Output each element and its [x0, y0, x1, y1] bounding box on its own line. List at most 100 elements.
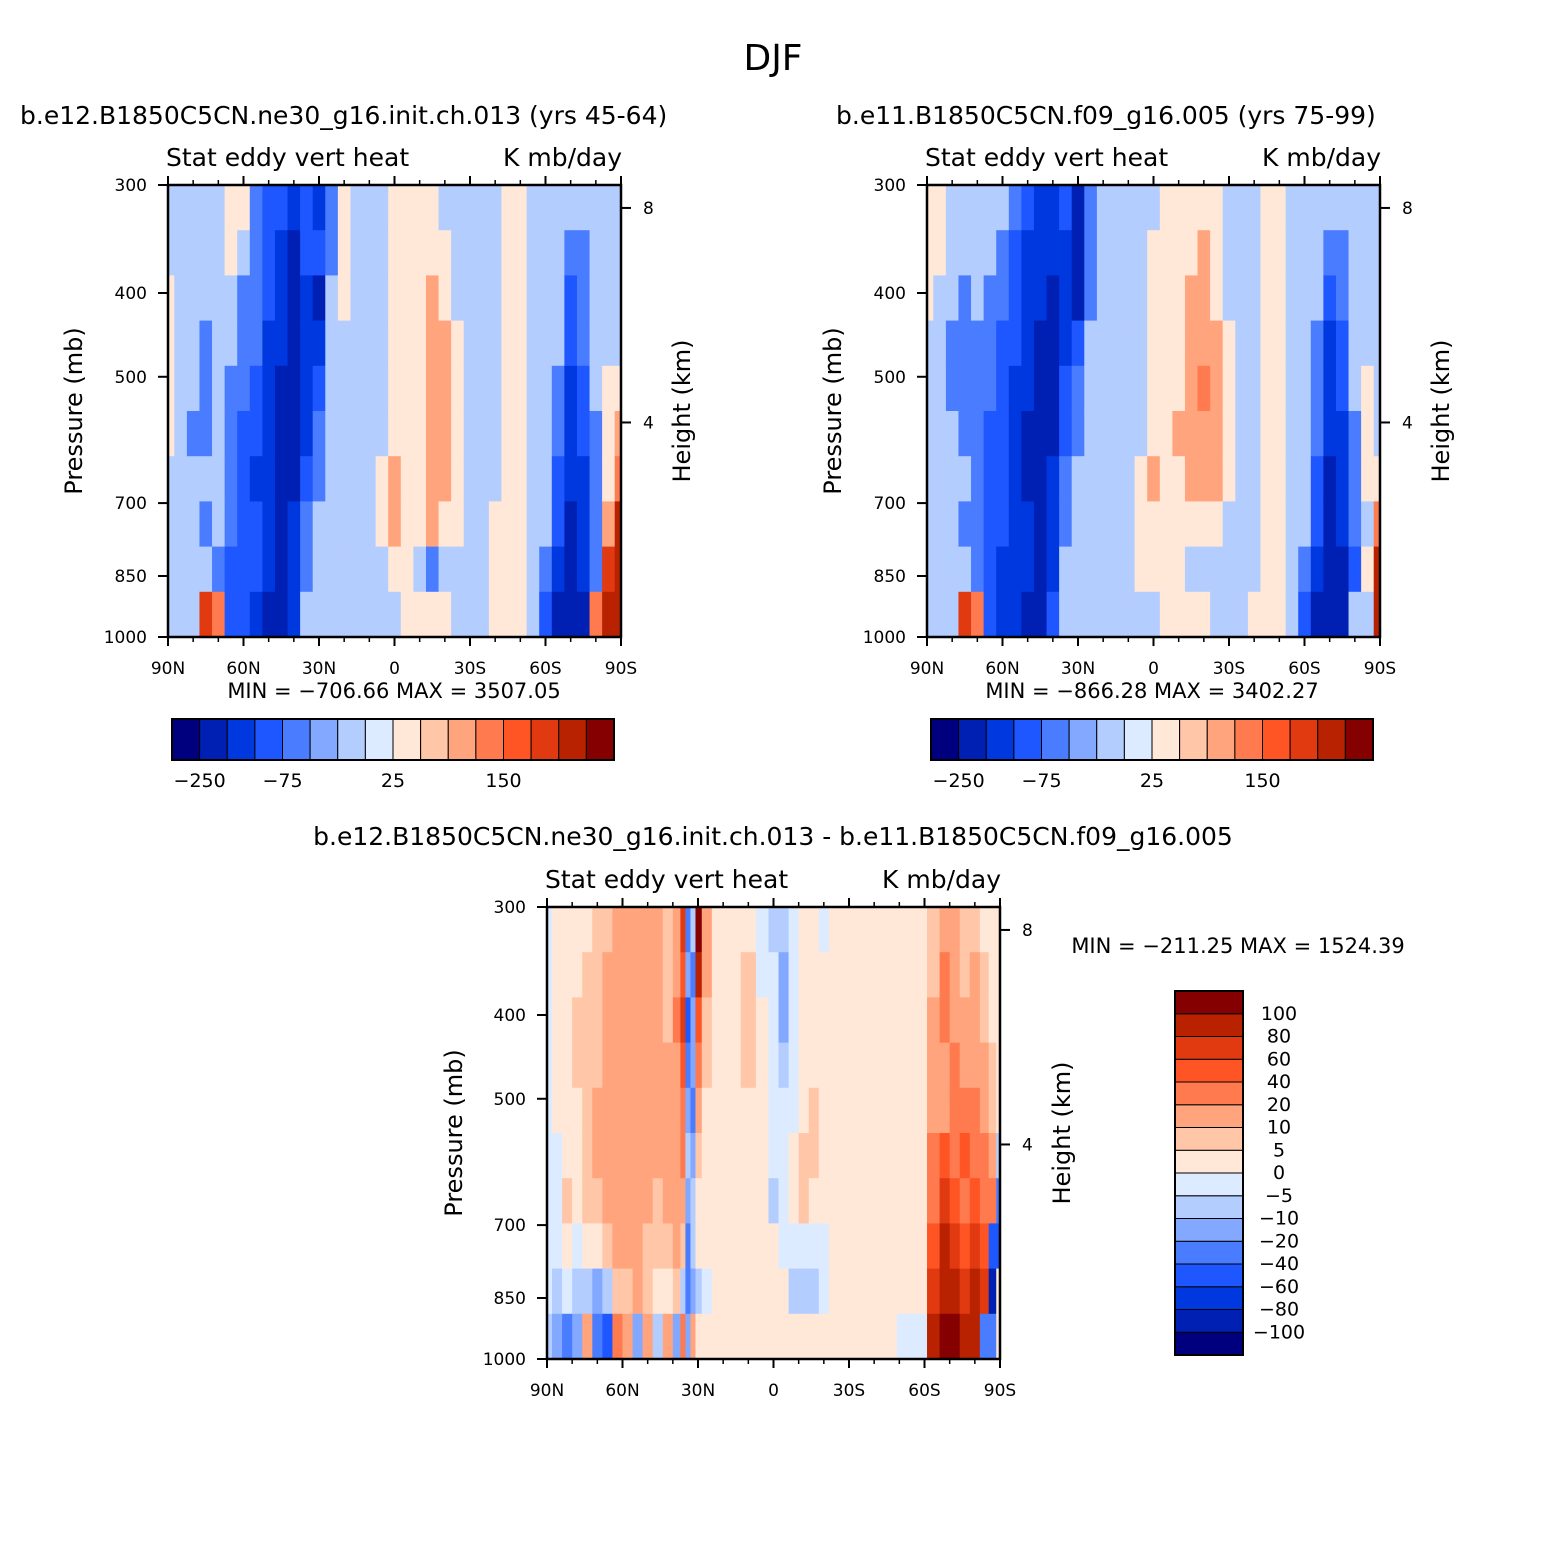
heatmap-cell: [413, 501, 427, 548]
heatmap-cell: [186, 230, 201, 276]
heatmap-cell: [672, 907, 681, 953]
heatmap-cell: [551, 320, 565, 367]
heatmap-cell: [212, 365, 226, 412]
heatmap-cell: [652, 1178, 664, 1224]
heatmap-cell: [798, 997, 810, 1044]
heatmap-cell: [652, 1268, 664, 1315]
heatmap-cell: [1235, 411, 1249, 457]
heatmap-cell: [325, 546, 339, 593]
heatmap-cell: [1361, 320, 1375, 367]
heatmap-cell: [592, 1087, 603, 1134]
heatmap-cell: [680, 1268, 687, 1315]
heatmap-cell: [788, 1133, 800, 1179]
heatmap-cell: [983, 275, 997, 322]
x-tick-label: 0: [768, 1381, 779, 1401]
heatmap-cell: [662, 997, 674, 1044]
heatmap-cell: [287, 320, 301, 367]
heatmap-cell: [642, 1133, 654, 1179]
heatmap-cell: [602, 1087, 614, 1134]
heatmap-cell: [1046, 411, 1060, 457]
heatmap-cell: [911, 1042, 928, 1089]
heatmap-cell: [325, 275, 339, 322]
heatmap-cell: [818, 1268, 830, 1315]
heatmap-cell: [463, 320, 477, 367]
heatmap-cell: [988, 1268, 997, 1315]
heatmap-cell: [979, 1313, 990, 1360]
heatmap-cell: [933, 591, 947, 638]
heatmap-cell: [778, 1133, 790, 1179]
heatmap-cell: [526, 411, 540, 457]
heatmap-cell: [363, 546, 377, 593]
colorbar-swatch: [1174, 990, 1244, 1015]
x-tick-label: 0: [389, 659, 400, 679]
heatmap-cell: [199, 411, 213, 457]
heatmap-cell: [896, 952, 913, 998]
heatmap-cell: [312, 320, 326, 367]
heatmap-cell: [1184, 456, 1199, 502]
heatmap-cell: [576, 185, 591, 231]
heatmap-cell: [612, 907, 624, 953]
heatmap-cell: [1222, 456, 1236, 502]
heatmap-cell: [725, 1042, 742, 1089]
heatmap-cell: [652, 997, 664, 1044]
x-tick-label: 60N: [605, 1381, 639, 1401]
heatmap-cell: [602, 456, 616, 502]
heatmap-cell: [551, 546, 565, 593]
heatmap-cell: [959, 1313, 971, 1360]
colorbar-label: 40: [1267, 1071, 1291, 1093]
y-tick-label: 1000: [863, 628, 906, 648]
heatmap-cell: [652, 1313, 664, 1360]
heatmap-cell: [1059, 230, 1073, 276]
heatmap-cell: [828, 907, 840, 953]
heatmap-cell: [1109, 320, 1123, 367]
heatmap-cell: [1310, 275, 1324, 322]
heatmap-cell: [896, 1268, 913, 1315]
heatmap-cell: [988, 1223, 997, 1270]
heatmap-cell: [933, 275, 947, 322]
heatmap-cell: [1285, 275, 1299, 322]
heatmap-cell: [413, 275, 427, 322]
heatmap-cell: [690, 1133, 697, 1179]
heatmap-cell: [337, 546, 352, 593]
heatmap-cell: [1046, 275, 1060, 322]
heatmap-cell: [755, 1087, 770, 1134]
heatmap-cell: [996, 952, 1001, 998]
heatmap-cell: [174, 185, 188, 231]
heatmap-cell: [1159, 185, 1173, 231]
heatmap-cell: [363, 501, 377, 548]
heatmap-cell: [1222, 230, 1236, 276]
heatmap-cell: [547, 1133, 553, 1179]
colorbar-swatch: [1317, 718, 1346, 761]
heatmap-cell: [1122, 411, 1136, 457]
heatmap-cell: [186, 591, 201, 638]
heatmap-cell: [1310, 230, 1324, 276]
colorbar-swatch: [1174, 1058, 1244, 1083]
heatmap-cell: [1361, 365, 1375, 412]
heatmap-cell: [695, 1087, 703, 1134]
heatmap-cell: [602, 1042, 614, 1089]
heatmap-cell: [652, 1042, 664, 1089]
heatmap-cell: [1134, 275, 1148, 322]
heatmap-cell: [337, 411, 352, 457]
heatmap-cell: [400, 546, 414, 593]
heatmap-cell: [969, 997, 981, 1044]
heatmap-cell: [186, 546, 201, 593]
heatmap-cell: [740, 1042, 757, 1089]
heatmap-cell: [1373, 501, 1381, 548]
heatmap-cell: [690, 1268, 697, 1315]
heatmap-cell: [168, 230, 175, 276]
heatmap-cell: [576, 501, 591, 548]
heatmap-cell: [959, 1133, 971, 1179]
heatmap-cell: [224, 591, 238, 638]
heatmap-cell: [725, 1268, 742, 1315]
heatmap-cell: [1335, 185, 1350, 231]
heatmap-cell: [927, 1042, 941, 1089]
heatmap-cell: [1373, 365, 1381, 412]
heatmap-cell: [808, 1042, 820, 1089]
heatmap-cell: [547, 1042, 553, 1089]
heatmap-cell: [798, 1313, 810, 1360]
heatmap-cell: [996, 320, 1010, 367]
heatmap-cell: [939, 1042, 951, 1089]
heatmap-cell: [808, 1223, 820, 1270]
heatmap-cell: [262, 365, 276, 412]
